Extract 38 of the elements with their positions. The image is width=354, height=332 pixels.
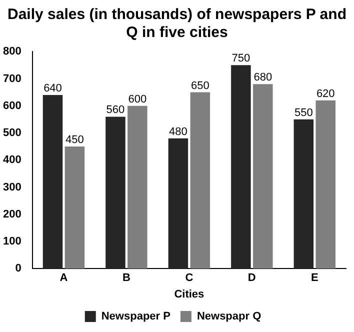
bar	[64, 146, 85, 269]
x-tick-label: C	[185, 272, 194, 284]
bar	[190, 92, 210, 269]
y-tick-label: 700	[2, 72, 22, 85]
x-tick-label: B	[122, 272, 130, 284]
y-tick-label: 200	[2, 208, 22, 220]
legend-label: Newspapr Q	[196, 310, 262, 323]
data-label: 600	[128, 93, 147, 106]
y-tick-label: 100	[2, 236, 22, 248]
y-tick-label: 600	[2, 100, 22, 112]
bar	[253, 84, 273, 269]
y-tick-label: 800	[2, 46, 22, 58]
x-axis-title: Cities	[174, 288, 204, 300]
bar	[42, 95, 63, 269]
data-label: 750	[232, 52, 250, 65]
y-tick-label: 0	[15, 262, 22, 275]
y-tick-label: 400	[2, 154, 22, 166]
data-label: 450	[66, 134, 84, 146]
data-label: 620	[316, 88, 335, 100]
legend-label: Newspaper P	[101, 310, 170, 323]
data-label: 680	[254, 72, 272, 84]
bar	[231, 65, 251, 269]
data-label: 640	[44, 82, 62, 95]
chart-title: Daily sales (in thousands) of newspapers P and Q in five cities	[6, 5, 348, 42]
data-label: 550	[294, 106, 313, 119]
bar	[316, 100, 336, 269]
y-tick-label: 500	[2, 127, 22, 140]
data-label: 650	[190, 80, 210, 92]
x-tick-label: A	[60, 272, 68, 284]
data-label: 480	[169, 126, 188, 138]
x-tick-label: E	[310, 272, 318, 284]
bar	[294, 119, 314, 269]
bar	[106, 116, 126, 269]
bar	[168, 138, 188, 269]
data-label: 560	[106, 104, 125, 116]
y-tick-label: 300	[2, 181, 22, 194]
bar	[128, 106, 148, 269]
x-tick-label: D	[248, 272, 256, 284]
